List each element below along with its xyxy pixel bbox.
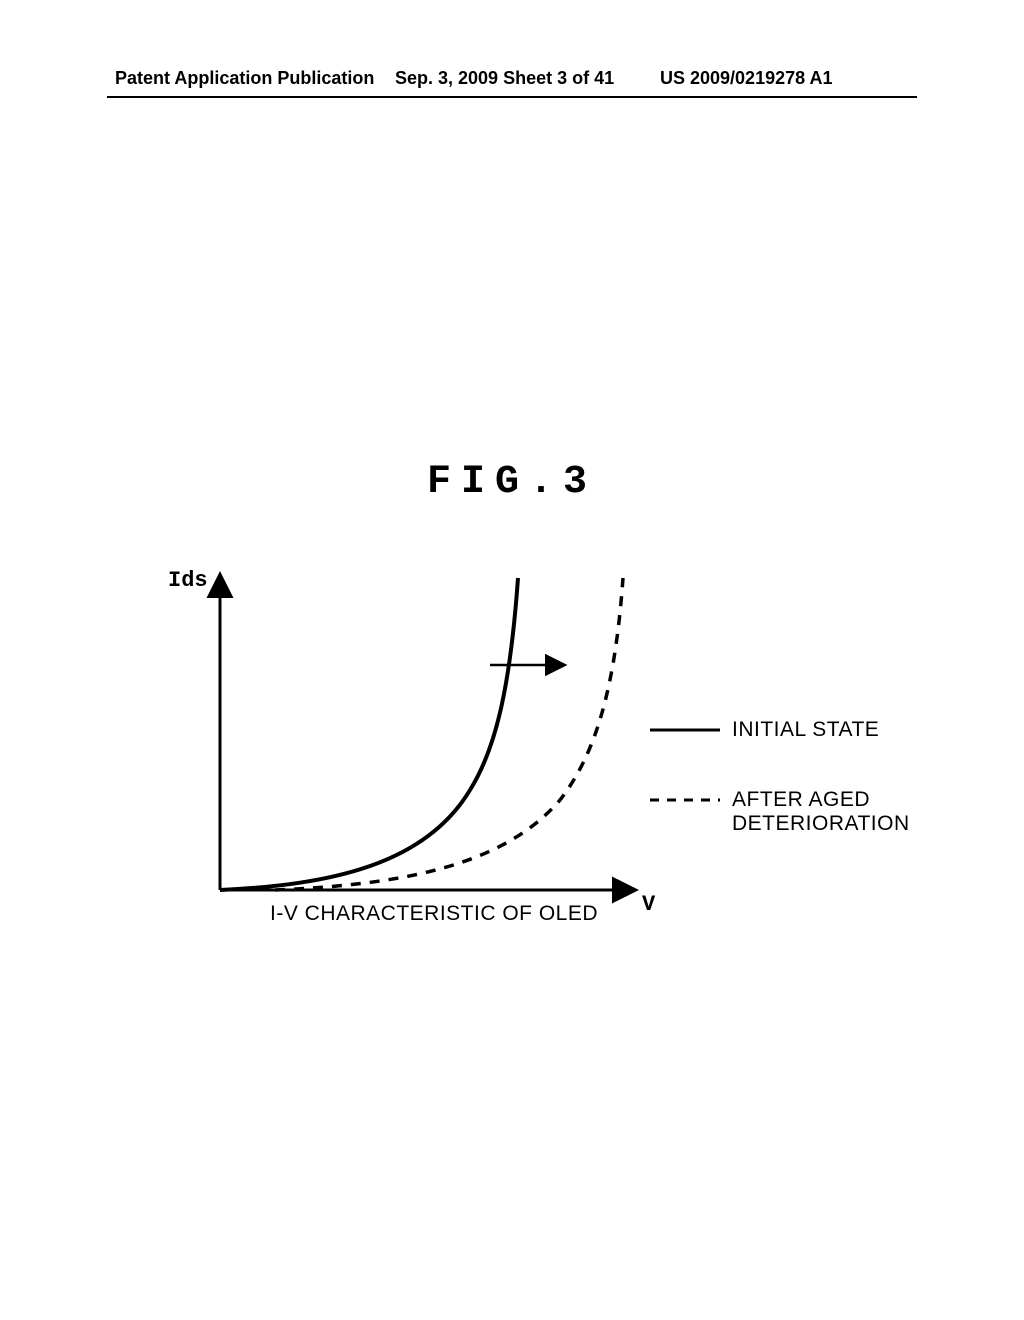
legend-initial-label: INITIAL STATE bbox=[732, 718, 879, 742]
legend-aged-label: AFTER AGED DETERIORATION bbox=[732, 788, 910, 836]
legend-aged-line1: AFTER AGED bbox=[732, 788, 870, 811]
page: Patent Application Publication Sep. 3, 2… bbox=[0, 0, 1024, 1320]
iv-chart: Ids V I-V CHARACTERISTIC OF OLED INITIAL… bbox=[160, 560, 920, 960]
header-date-sheet: Sep. 3, 2009 Sheet 3 of 41 bbox=[395, 68, 614, 89]
x-axis-label: V bbox=[642, 892, 655, 917]
figure-title: FIG.3 bbox=[0, 460, 1024, 505]
header-publication: Patent Application Publication bbox=[115, 68, 374, 89]
y-axis-label: Ids bbox=[168, 568, 208, 593]
chart-svg bbox=[160, 560, 920, 960]
curve-aged-deterioration bbox=[275, 578, 623, 890]
chart-caption: I-V CHARACTERISTIC OF OLED bbox=[270, 902, 598, 926]
header-underline bbox=[107, 96, 917, 98]
curve-initial-state bbox=[220, 578, 518, 890]
header-patent-number: US 2009/0219278 A1 bbox=[660, 68, 832, 89]
legend-aged-line2: DETERIORATION bbox=[732, 812, 910, 835]
